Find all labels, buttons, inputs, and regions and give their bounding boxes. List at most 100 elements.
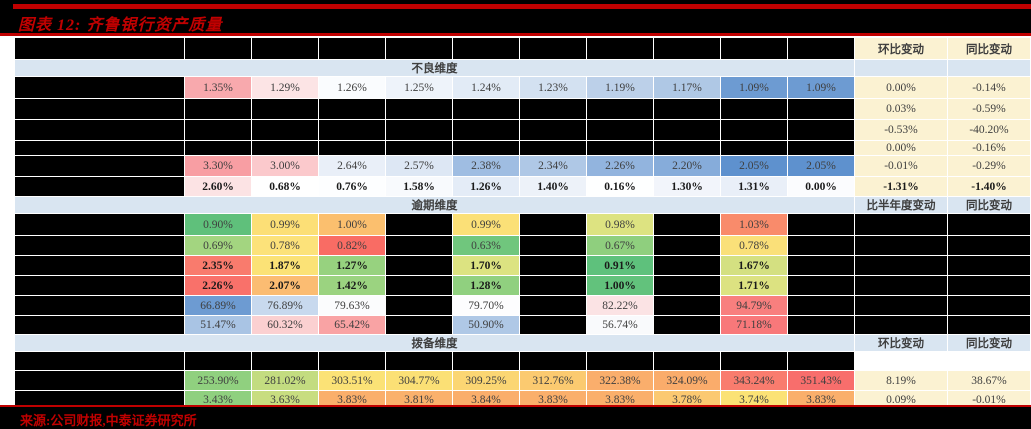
column-header-cell	[720, 37, 788, 60]
value-cell	[251, 98, 319, 120]
value-cell: 0.90%	[184, 213, 252, 236]
column-header-cell	[452, 37, 520, 60]
value-cell	[318, 98, 386, 120]
change-cell	[854, 275, 948, 296]
row-label-cell	[14, 155, 185, 177]
value-cell	[787, 295, 855, 316]
value-cell: 1.00%	[318, 213, 386, 236]
value-cell: 1.25%	[385, 76, 453, 99]
value-cell: 351.43%	[787, 370, 855, 391]
column-header-cell	[318, 37, 386, 60]
value-cell: 0.91%	[586, 255, 654, 276]
value-cell: 1.40%	[519, 176, 587, 197]
value-cell	[452, 119, 520, 141]
column-header-cell	[519, 37, 587, 60]
yoy-change-header: 同比变动	[947, 37, 1031, 60]
value-cell: 66.89%	[184, 295, 252, 316]
value-cell	[385, 140, 453, 156]
change-cell: -1.31%	[854, 176, 948, 197]
change-cell: -0.29%	[947, 155, 1031, 177]
value-cell: 324.09%	[653, 370, 721, 391]
value-cell: 0.16%	[586, 176, 654, 197]
data-row: 51.47% 60.32% 65.42% 50.90% 56.74% 71.18%	[14, 315, 1031, 335]
value-cell: 3.83%	[318, 390, 386, 409]
value-cell	[787, 255, 855, 276]
value-cell	[787, 140, 855, 156]
value-cell	[385, 295, 453, 316]
value-cell: 3.30%	[184, 155, 252, 177]
row-label-cell	[14, 119, 185, 141]
change-cell: 0.00%	[854, 76, 948, 99]
change-cell	[854, 255, 948, 276]
value-cell: 1.58%	[385, 176, 453, 197]
accent-bar	[13, 4, 1031, 9]
value-cell: 2.20%	[653, 155, 721, 177]
asset-quality-table: 环比变动 同比变动 不良维度 1.35% 1.29% 1.26% 1.25% 1.24% 1.2…	[14, 37, 1031, 409]
row-label-cell	[14, 176, 185, 197]
source-note: 来源:公司财报,中泰证券研究所	[20, 413, 197, 428]
data-row: 0.90% 0.99% 1.00% 0.99% 0.98% 1.03%	[14, 213, 1031, 236]
column-header-cell	[787, 37, 855, 60]
value-cell	[385, 351, 453, 371]
data-row: 2.35% 1.87% 1.27% 1.70% 0.91% 1.67%	[14, 255, 1031, 276]
value-cell	[251, 119, 319, 141]
value-cell: 0.78%	[251, 235, 319, 256]
column-header-cell	[586, 37, 654, 60]
value-cell: 2.64%	[318, 155, 386, 177]
change-cell: -0.59%	[947, 98, 1031, 120]
change-cell	[947, 275, 1031, 296]
value-cell	[519, 315, 587, 335]
value-cell	[653, 235, 721, 256]
value-cell	[720, 119, 788, 141]
value-cell: 1.26%	[318, 76, 386, 99]
value-cell	[519, 255, 587, 276]
value-cell	[586, 98, 654, 120]
section-label: 逾期维度	[14, 196, 855, 214]
value-cell: 3.43%	[184, 390, 252, 409]
value-cell	[251, 140, 319, 156]
value-cell	[653, 315, 721, 335]
value-cell: 1.17%	[653, 76, 721, 99]
value-cell: 303.51%	[318, 370, 386, 391]
value-cell: 51.47%	[184, 315, 252, 335]
row-label-cell	[14, 140, 185, 156]
row-label-cell	[14, 390, 185, 409]
change-cell	[947, 213, 1031, 236]
value-cell	[653, 140, 721, 156]
value-cell: 322.38%	[586, 370, 654, 391]
change-cell	[854, 213, 948, 236]
change-cell	[854, 295, 948, 316]
value-cell: 0.82%	[318, 235, 386, 256]
value-cell: 1.28%	[452, 275, 520, 296]
value-cell	[519, 275, 587, 296]
value-cell	[787, 213, 855, 236]
value-cell	[184, 140, 252, 156]
value-cell	[787, 119, 855, 141]
value-cell: 2.60%	[184, 176, 252, 197]
value-cell: 76.89%	[251, 295, 319, 316]
value-cell: 1.24%	[452, 76, 520, 99]
value-cell	[653, 98, 721, 120]
value-cell	[787, 98, 855, 120]
section-change-header-2: 同比变动	[947, 196, 1031, 214]
value-cell	[720, 351, 788, 371]
title-band: 图表 12: 齐鲁银行资产质量	[0, 0, 1031, 36]
data-row: 0.03% -0.59%	[14, 98, 1031, 120]
value-cell: 3.00%	[251, 155, 319, 177]
section-row: 不良维度	[14, 59, 1031, 77]
change-cell: -0.14%	[947, 76, 1031, 99]
value-cell: 1.67%	[720, 255, 788, 276]
value-cell: 3.78%	[653, 390, 721, 409]
data-row: -0.53% -40.20%	[14, 119, 1031, 141]
value-cell	[318, 351, 386, 371]
value-cell: 1.31%	[720, 176, 788, 197]
row-label-cell	[14, 98, 185, 120]
value-cell	[653, 255, 721, 276]
value-cell: 1.23%	[519, 76, 587, 99]
source-band: 来源:公司财报,中泰证券研究所	[0, 405, 1031, 429]
value-cell: 253.90%	[184, 370, 252, 391]
section-change-header-2	[947, 59, 1031, 77]
value-cell: 309.25%	[452, 370, 520, 391]
value-cell	[720, 98, 788, 120]
value-cell: 1.00%	[586, 275, 654, 296]
